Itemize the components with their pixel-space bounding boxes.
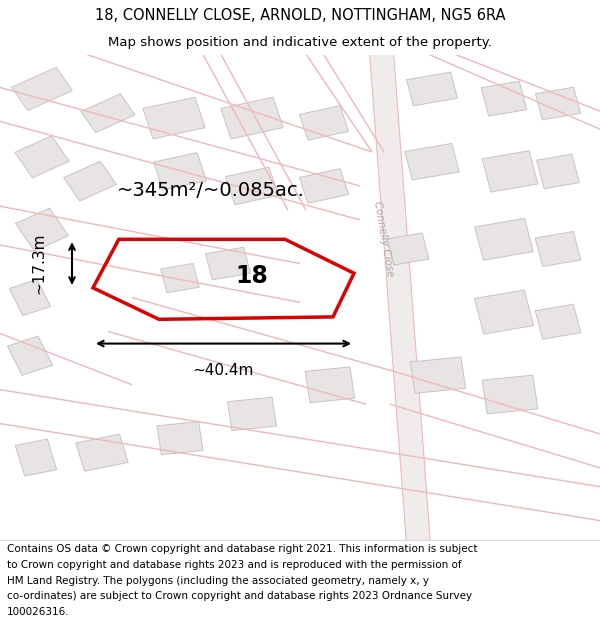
Polygon shape xyxy=(475,218,533,260)
Polygon shape xyxy=(81,94,135,132)
Polygon shape xyxy=(143,97,205,139)
Polygon shape xyxy=(157,422,203,454)
Polygon shape xyxy=(10,279,50,316)
Polygon shape xyxy=(407,72,457,106)
Polygon shape xyxy=(482,151,538,192)
Polygon shape xyxy=(535,304,581,339)
Polygon shape xyxy=(536,154,580,189)
Polygon shape xyxy=(299,106,349,140)
Polygon shape xyxy=(7,336,53,375)
Text: Connelly Close: Connelly Close xyxy=(373,201,395,278)
Polygon shape xyxy=(154,152,206,190)
Text: 18: 18 xyxy=(236,264,268,288)
Polygon shape xyxy=(15,136,69,178)
Polygon shape xyxy=(475,290,533,334)
Polygon shape xyxy=(64,161,116,201)
Polygon shape xyxy=(387,233,429,265)
Polygon shape xyxy=(410,357,466,393)
Polygon shape xyxy=(405,143,459,180)
Text: 18, CONNELLY CLOSE, ARNOLD, NOTTINGHAM, NG5 6RA: 18, CONNELLY CLOSE, ARNOLD, NOTTINGHAM, … xyxy=(95,8,505,23)
Polygon shape xyxy=(16,208,68,251)
Polygon shape xyxy=(15,439,57,476)
Polygon shape xyxy=(161,264,199,292)
Polygon shape xyxy=(205,248,251,280)
Polygon shape xyxy=(226,168,278,205)
Text: ~17.3m: ~17.3m xyxy=(32,232,47,294)
Text: to Crown copyright and database rights 2023 and is reproduced with the permissio: to Crown copyright and database rights 2… xyxy=(7,560,462,570)
Polygon shape xyxy=(369,45,432,564)
Polygon shape xyxy=(482,375,538,414)
Polygon shape xyxy=(299,169,349,203)
Polygon shape xyxy=(76,434,128,471)
Polygon shape xyxy=(11,68,73,111)
Polygon shape xyxy=(535,231,581,266)
Text: ~40.4m: ~40.4m xyxy=(193,362,254,378)
Polygon shape xyxy=(227,398,277,431)
Text: co-ordinates) are subject to Crown copyright and database rights 2023 Ordnance S: co-ordinates) are subject to Crown copyr… xyxy=(7,591,472,601)
Text: HM Land Registry. The polygons (including the associated geometry, namely x, y: HM Land Registry. The polygons (includin… xyxy=(7,576,429,586)
Text: 100026316.: 100026316. xyxy=(7,607,70,617)
Text: Map shows position and indicative extent of the property.: Map shows position and indicative extent… xyxy=(108,36,492,49)
Polygon shape xyxy=(481,81,527,116)
Polygon shape xyxy=(221,97,283,139)
Text: Contains OS data © Crown copyright and database right 2021. This information is : Contains OS data © Crown copyright and d… xyxy=(7,544,478,554)
Text: ~345m²/~0.085ac.: ~345m²/~0.085ac. xyxy=(117,181,305,200)
Polygon shape xyxy=(535,87,581,120)
Polygon shape xyxy=(305,367,355,402)
